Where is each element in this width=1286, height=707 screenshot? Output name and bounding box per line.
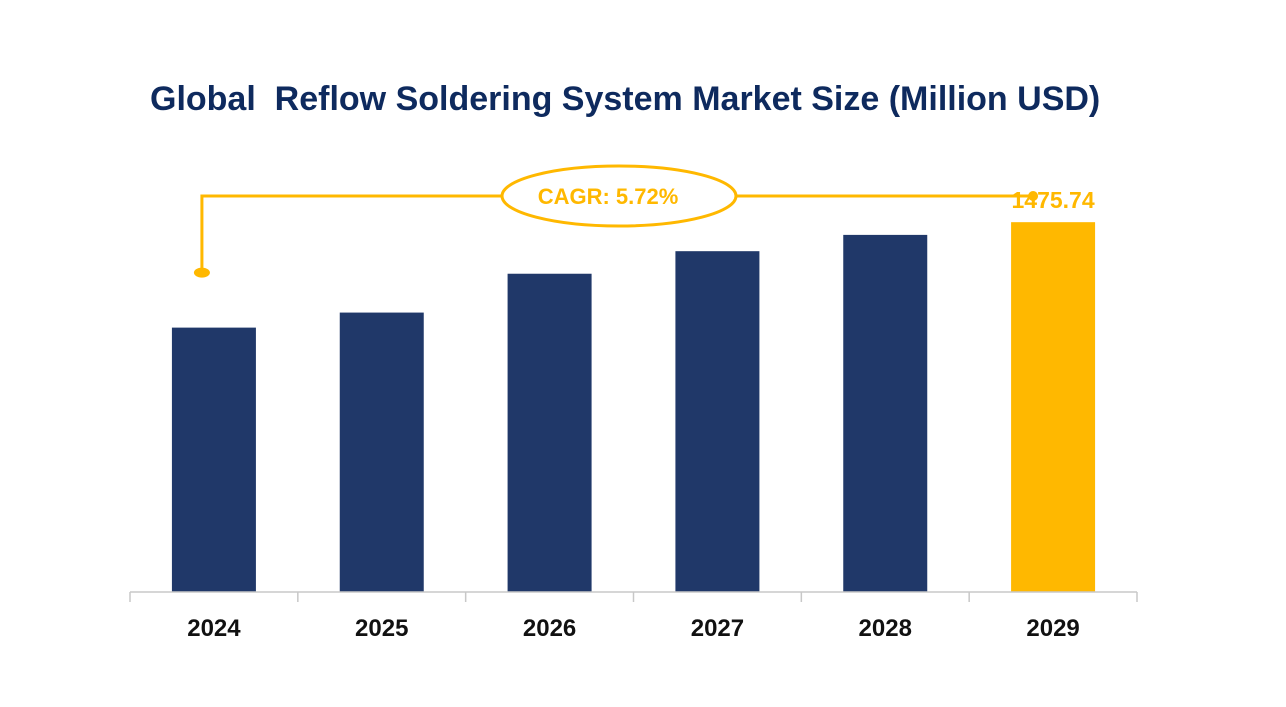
data-label-2029: 1475.74 bbox=[1012, 187, 1095, 213]
bars bbox=[171, 222, 1096, 592]
x-tick-label: 2026 bbox=[523, 615, 576, 642]
data-labels: 1475.74 bbox=[1012, 187, 1095, 213]
cagr-start-dot bbox=[193, 267, 210, 278]
x-tick-labels: 2024 2025 2026 2027 2028 2029 bbox=[187, 615, 1080, 642]
x-tick-label: 2024 bbox=[187, 615, 241, 642]
chart-title: Global Reflow Soldering System Market Si… bbox=[150, 80, 1100, 118]
cagr-annotation: CAGR: 5.72% bbox=[193, 164, 1039, 278]
cagr-label: CAGR: 5.72% bbox=[538, 184, 679, 209]
x-axis bbox=[129, 591, 1138, 602]
x-tick-label: 2027 bbox=[691, 615, 744, 642]
bar-2028 bbox=[843, 234, 928, 592]
bar-2026 bbox=[507, 273, 592, 592]
x-tick-label: 2025 bbox=[355, 615, 408, 642]
cagr-connector-line bbox=[200, 194, 1034, 273]
x-tick-label: 2028 bbox=[859, 615, 912, 642]
cagr-end-dot bbox=[1028, 191, 1039, 201]
bar-2029 bbox=[1011, 222, 1096, 592]
x-tick-label: 2029 bbox=[1026, 615, 1079, 642]
cagr-ellipse bbox=[500, 164, 738, 228]
bar-2027 bbox=[675, 251, 760, 592]
bar-2025 bbox=[339, 312, 424, 592]
bar-2024 bbox=[171, 327, 256, 592]
